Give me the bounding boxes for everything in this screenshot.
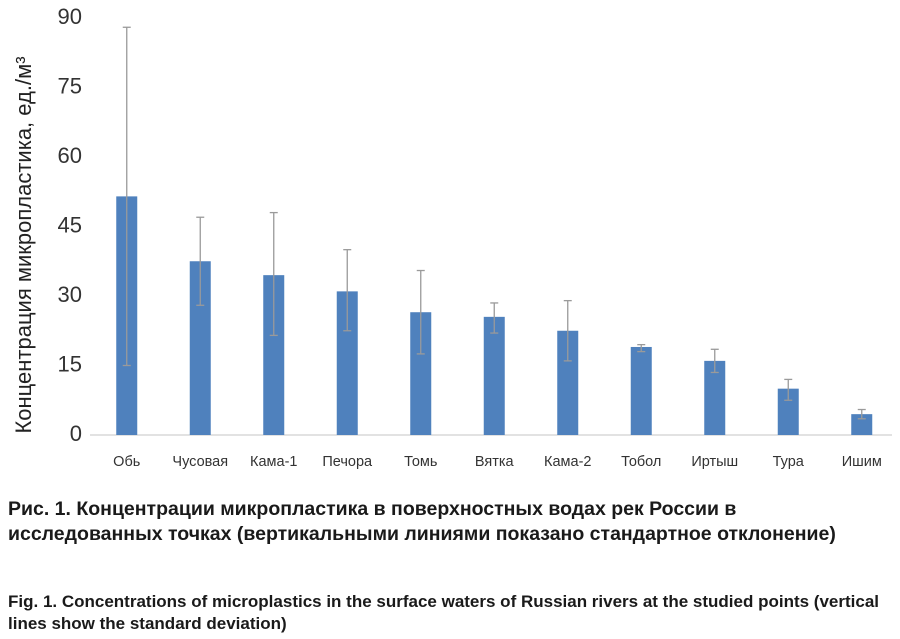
y-tick-label: 90	[58, 4, 82, 29]
error-bar	[563, 299, 572, 362]
bar	[483, 316, 505, 435]
y-tick-label: 15	[58, 351, 82, 376]
y-tick-label: 60	[58, 143, 82, 168]
error-bar	[122, 26, 131, 367]
category-label: Печора	[322, 454, 373, 470]
error-bars	[122, 26, 866, 420]
error-bar	[637, 343, 646, 353]
category-label: Тура	[773, 454, 805, 470]
bar	[630, 346, 652, 435]
bar	[189, 261, 211, 435]
error-bar	[269, 211, 278, 337]
category-label: Томь	[404, 454, 437, 470]
bar	[777, 388, 799, 435]
category-label: Иртыш	[691, 454, 738, 470]
figure-caption-en: Fig. 1. Concentrations of microplastics …	[8, 592, 879, 633]
y-axis-title-group: Концентрация микропластика, ед./м³	[11, 56, 36, 433]
category-label: Чусовая	[172, 454, 228, 470]
category-label: Ишим	[842, 454, 882, 470]
category-label: Тобол	[621, 454, 661, 470]
bar	[557, 330, 579, 435]
error-bar	[416, 269, 425, 355]
bar	[851, 414, 873, 435]
category-label: Кама-2	[544, 454, 591, 470]
error-bar	[710, 348, 719, 374]
bar	[336, 291, 358, 435]
error-bar	[343, 249, 352, 332]
bar	[704, 360, 726, 435]
y-tick-label: 0	[70, 421, 82, 446]
figure-caption-ru: Рис. 1. Концентрации микропластика в пов…	[8, 498, 836, 545]
category-label: Кама-1	[250, 454, 297, 470]
y-tick-label: 45	[58, 212, 82, 237]
category-label: Вятка	[475, 454, 515, 470]
error-bar	[490, 302, 499, 334]
y-tick-labels: 0 15 30 45 60 75 90	[58, 4, 82, 446]
category-label: Обь	[113, 454, 140, 470]
category-labels: Обь Чусовая Кама-1 Печора Томь Вятка Кама-2 Тоб…	[113, 454, 882, 470]
error-bar	[196, 216, 205, 306]
bar	[410, 312, 432, 435]
y-tick-label: 75	[58, 73, 82, 98]
y-tick-label: 30	[58, 282, 82, 307]
bars	[116, 196, 873, 435]
error-bar	[784, 378, 793, 401]
y-axis-title: Концентрация микропластика, ед./м³	[11, 56, 36, 433]
bar	[263, 275, 285, 435]
error-bar	[857, 408, 866, 420]
bar-chart: Концентрация микропластика, ед./м³ 0 15 30…	[11, 4, 892, 470]
